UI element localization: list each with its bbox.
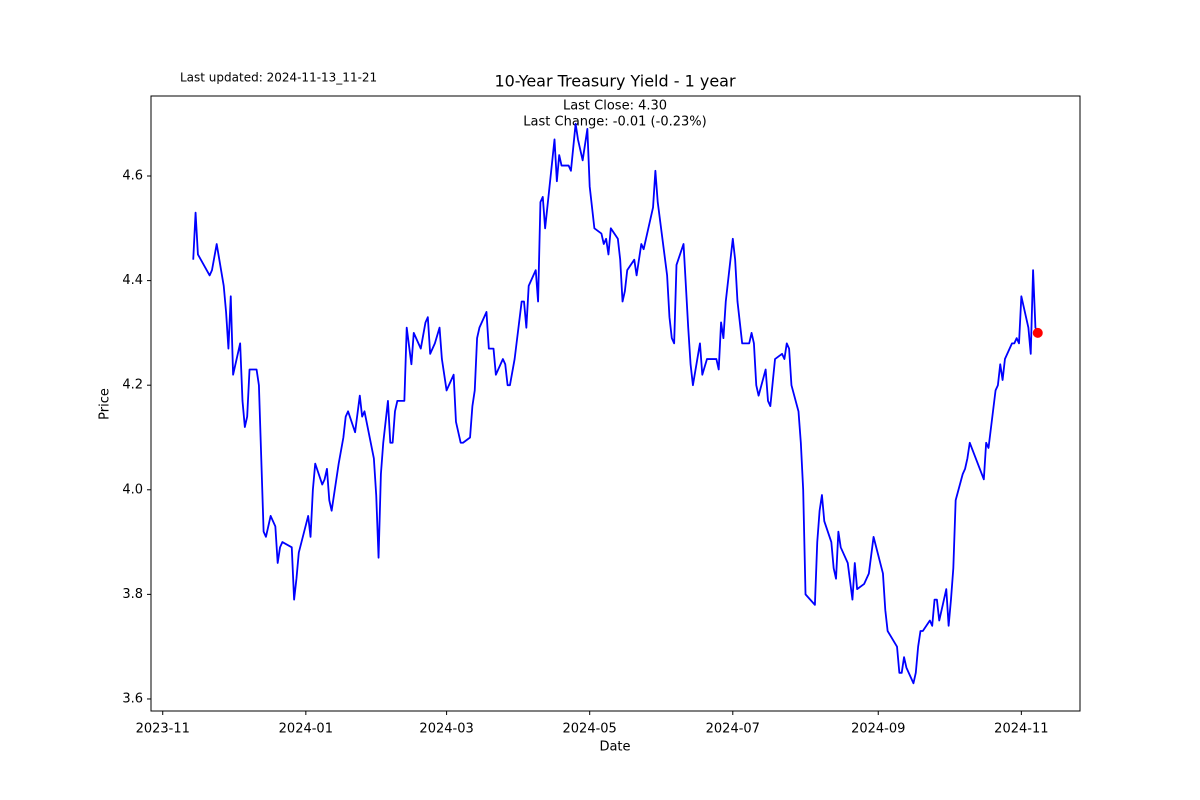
y-tick-label: 4.2: [122, 378, 143, 393]
y-tick-label: 3.8: [122, 587, 143, 602]
last-close-marker: [1032, 327, 1043, 338]
x-tick-label: 2024-03: [419, 722, 473, 737]
price-line: [192, 122, 1039, 685]
plot-frame: [150, 95, 1081, 712]
x-tick-label: 2024-11: [994, 722, 1048, 737]
x-tick-label: 2024-05: [563, 722, 617, 737]
y-tick-label: 4.6: [122, 169, 143, 184]
chart-title: 10-Year Treasury Yield - 1 year: [494, 72, 736, 91]
subtitle: Last Close: 4.30: [563, 99, 667, 114]
y-tick-label: 4.0: [122, 482, 143, 497]
x-tick-label: 2024-01: [279, 722, 333, 737]
x-tick-label: 2023-11: [136, 722, 190, 737]
y-tick-label: 3.6: [122, 691, 143, 706]
x-tick-label: 2024-07: [706, 722, 760, 737]
y-tick-label: 4.4: [122, 273, 143, 288]
y-axis-label: Price: [98, 388, 113, 420]
x-tick-label: 2024-09: [851, 722, 905, 737]
annotation: Last updated: 2024-11-13_11-21: [180, 71, 377, 85]
x-axis-label: Date: [599, 740, 630, 755]
subtitle: Last Change: -0.01 (-0.23%): [523, 115, 706, 130]
